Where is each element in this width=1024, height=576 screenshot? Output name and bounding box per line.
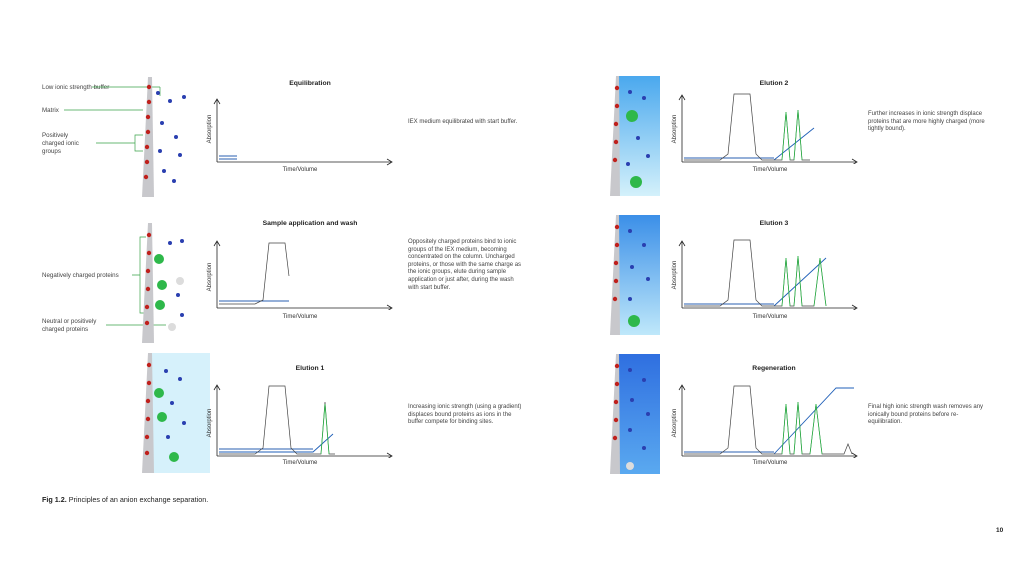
figure-caption-text: Principles of an anion exchange separati… xyxy=(66,495,209,504)
chromatogram-regeneration xyxy=(678,384,858,458)
figure-caption: Fig 1.2. Principles of an anion exchange… xyxy=(42,495,208,504)
panel-desc-regeneration: Final high ionic strength wash removes a… xyxy=(868,404,984,426)
y-axis-label: Absorption xyxy=(207,114,213,144)
column-elution-1 xyxy=(142,353,210,473)
label-line: charged proteins xyxy=(42,326,89,333)
y-axis-label: Absorption xyxy=(672,260,678,290)
panel-title-elution-2: Elution 2 xyxy=(759,80,789,87)
column-elution-3 xyxy=(610,215,660,335)
column-equilibration xyxy=(142,77,186,197)
chromatogram-sample-application xyxy=(213,240,393,310)
label-line: groups xyxy=(42,148,61,155)
panel-title-equilibration: Equilibration xyxy=(289,80,331,87)
chromatogram-elution-1 xyxy=(213,384,393,458)
label-negative-proteins: Negatively charged proteins xyxy=(42,272,119,279)
panel-desc-elution-1: Increasing ionic strength (using a gradi… xyxy=(408,404,522,426)
panel-title-elution-3: Elution 3 xyxy=(759,220,789,227)
column-elution-2 xyxy=(610,76,660,196)
label-positively-charged-groups: Positively charged ionic groups xyxy=(42,132,79,156)
label-matrix: Matrix xyxy=(42,107,59,114)
chromatogram-elution-3 xyxy=(678,239,858,310)
panel-desc-equilibration: IEX medium equilibrated with start buffe… xyxy=(408,119,518,125)
x-axis-label: Time/Volume xyxy=(752,167,788,173)
y-axis-label: Absorption xyxy=(672,114,678,144)
page-number: 10 xyxy=(996,527,1004,534)
label-line: Neutral or positively xyxy=(42,318,97,325)
panel-title-sample-application: Sample application and wash xyxy=(262,220,358,227)
label-neutral-proteins: Neutral or positively charged proteins xyxy=(42,318,96,334)
label-low-ionic-buffer: Low ionic strength buffer xyxy=(42,84,110,91)
panel-title-regeneration: Regeneration xyxy=(752,365,796,372)
x-axis-label: Time/Volume xyxy=(752,314,788,320)
y-axis-label: Absorption xyxy=(207,408,213,438)
y-axis-label: Absorption xyxy=(207,262,213,292)
x-axis-label: Time/Volume xyxy=(282,167,318,173)
column-sample-application xyxy=(142,223,184,343)
y-axis-label: Absorption xyxy=(672,408,678,438)
column-regeneration xyxy=(610,354,660,474)
chromatogram-equilibration xyxy=(213,98,393,166)
x-axis-label: Time/Volume xyxy=(752,460,788,466)
panel-desc-sample-application: Oppositely charged proteins bind to ioni… xyxy=(408,239,522,291)
panel-title-elution-1: Elution 1 xyxy=(295,365,325,372)
panel-desc-elution-2: Further increases in ionic strength disp… xyxy=(868,111,985,133)
label-line: Positively xyxy=(42,132,69,139)
chromatogram-elution-2 xyxy=(678,93,858,164)
x-axis-label: Time/Volume xyxy=(282,460,318,466)
figure-number: Fig 1.2. xyxy=(42,495,67,504)
label-line: charged ionic xyxy=(42,140,79,147)
x-axis-label: Time/Volume xyxy=(282,314,318,320)
